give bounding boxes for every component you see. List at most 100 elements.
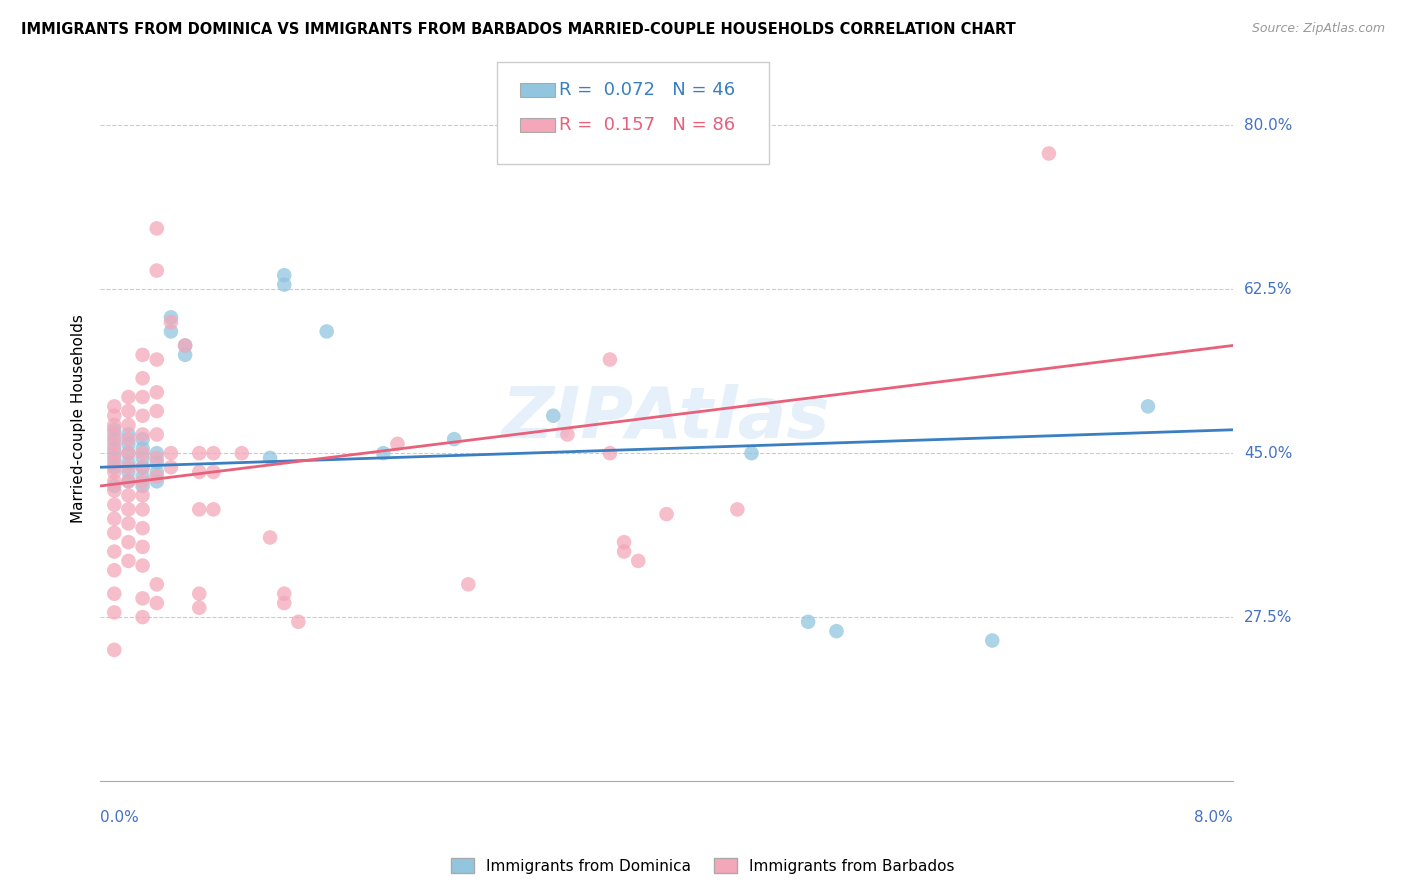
Point	[557, 427, 579, 442]
Point	[117, 446, 139, 460]
Point	[103, 432, 125, 446]
Point	[599, 446, 621, 460]
Text: R =  0.157   N = 86: R = 0.157 N = 86	[560, 116, 735, 134]
Point	[131, 348, 153, 362]
Point	[131, 460, 153, 475]
Point	[117, 446, 139, 460]
Point	[117, 554, 139, 568]
Point	[131, 427, 153, 442]
Text: 45.0%: 45.0%	[1244, 446, 1292, 460]
Point	[103, 418, 125, 433]
Point	[131, 390, 153, 404]
Point	[273, 587, 295, 601]
Point	[174, 348, 197, 362]
Point	[146, 469, 169, 483]
Point	[273, 596, 295, 610]
Point	[117, 456, 139, 470]
Point	[160, 310, 183, 325]
Point	[146, 404, 169, 418]
Text: 80.0%: 80.0%	[1244, 118, 1292, 133]
Point	[103, 525, 125, 540]
Text: 27.5%: 27.5%	[1244, 609, 1292, 624]
Text: IMMIGRANTS FROM DOMINICA VS IMMIGRANTS FROM BARBADOS MARRIED-COUPLE HOUSEHOLDS C: IMMIGRANTS FROM DOMINICA VS IMMIGRANTS F…	[21, 22, 1017, 37]
Point	[146, 427, 169, 442]
Point	[117, 488, 139, 502]
Legend: Immigrants from Dominica, Immigrants from Barbados: Immigrants from Dominica, Immigrants fro…	[446, 852, 960, 880]
Point	[117, 475, 139, 489]
Point	[613, 544, 636, 558]
Point	[131, 409, 153, 423]
Text: 0.0%: 0.0%	[100, 810, 139, 825]
Text: 8.0%: 8.0%	[1194, 810, 1233, 825]
Point	[103, 544, 125, 558]
Point	[287, 615, 309, 629]
Point	[627, 554, 650, 568]
Point	[613, 535, 636, 549]
Point	[103, 475, 125, 489]
Point	[202, 502, 225, 516]
Point	[103, 437, 125, 451]
FancyBboxPatch shape	[520, 83, 555, 97]
Point	[103, 563, 125, 577]
Point	[315, 325, 337, 339]
Point	[725, 502, 748, 516]
Point	[117, 418, 139, 433]
Point	[160, 315, 183, 329]
Point	[131, 432, 153, 446]
Point	[117, 427, 139, 442]
Point	[146, 446, 169, 460]
Point	[103, 498, 125, 512]
Point	[131, 521, 153, 535]
Point	[103, 460, 125, 475]
Point	[188, 446, 211, 460]
Point	[599, 352, 621, 367]
Point	[146, 221, 169, 235]
Point	[103, 446, 125, 460]
Y-axis label: Married-couple Households: Married-couple Households	[72, 314, 86, 523]
Point	[103, 483, 125, 498]
Point	[146, 596, 169, 610]
Point	[174, 338, 197, 352]
Point	[103, 606, 125, 620]
Point	[146, 465, 169, 479]
Point	[131, 371, 153, 385]
Point	[131, 446, 153, 460]
Point	[146, 456, 169, 470]
Point	[202, 465, 225, 479]
Text: 62.5%: 62.5%	[1244, 282, 1292, 297]
Point	[373, 446, 395, 460]
FancyBboxPatch shape	[520, 118, 555, 132]
Text: ZIPAtlas: ZIPAtlas	[502, 384, 831, 452]
Point	[117, 465, 139, 479]
Point	[103, 427, 125, 442]
Point	[117, 475, 139, 489]
Point	[259, 531, 281, 545]
Point	[131, 479, 153, 493]
Point	[117, 432, 139, 446]
Point	[117, 437, 139, 451]
Point	[131, 610, 153, 624]
Point	[103, 643, 125, 657]
Point	[103, 409, 125, 423]
Point	[146, 450, 169, 465]
Point	[103, 465, 125, 479]
Point	[131, 502, 153, 516]
Text: Source: ZipAtlas.com: Source: ZipAtlas.com	[1251, 22, 1385, 36]
Point	[981, 633, 1004, 648]
Point	[146, 263, 169, 277]
Point	[188, 465, 211, 479]
Point	[188, 502, 211, 516]
Point	[160, 325, 183, 339]
Point	[117, 460, 139, 475]
Point	[797, 615, 820, 629]
Point	[117, 390, 139, 404]
Point	[131, 475, 153, 489]
Point	[146, 385, 169, 400]
FancyBboxPatch shape	[496, 62, 769, 164]
Point	[131, 442, 153, 456]
Point	[146, 577, 169, 591]
Point	[259, 450, 281, 465]
Point	[117, 404, 139, 418]
Point	[131, 488, 153, 502]
Point	[160, 460, 183, 475]
